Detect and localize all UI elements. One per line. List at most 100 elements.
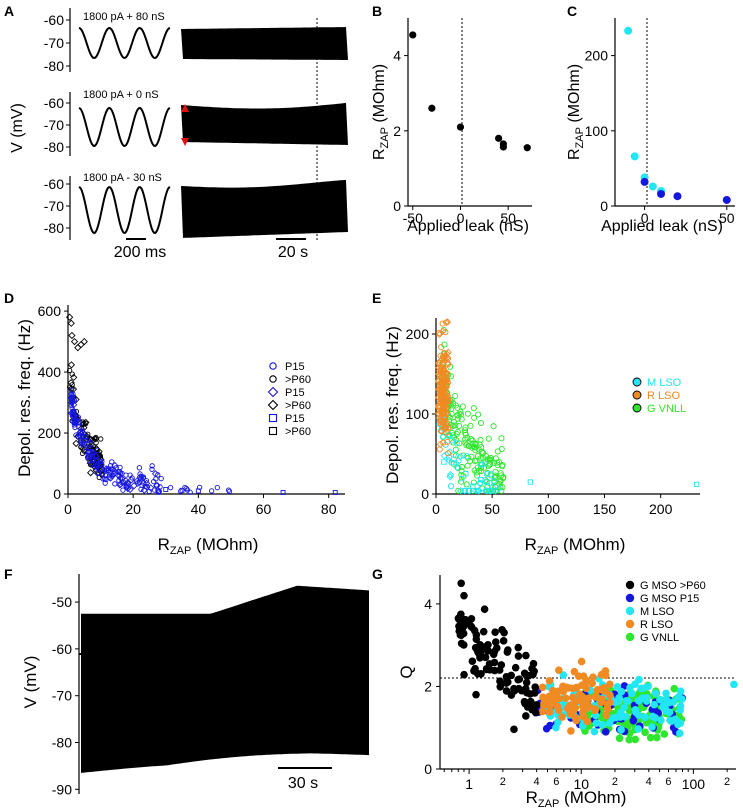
g-point (625, 735, 633, 744)
d-point-circle (112, 481, 118, 487)
d-point-circle (93, 439, 99, 446)
e-point-diamond (441, 352, 449, 360)
c-point (640, 177, 649, 186)
g-point (542, 724, 551, 733)
e-point-diamond (439, 413, 448, 421)
g-point (562, 683, 570, 691)
g-point (589, 673, 597, 682)
red-amplitude-arrow (181, 104, 189, 146)
e-point-circle (467, 422, 474, 429)
d-scatter-points (65, 313, 338, 495)
d-legend-marker (268, 426, 278, 436)
e-point-circle (487, 470, 494, 477)
g-point (472, 690, 480, 699)
g-point (562, 694, 570, 703)
d-point-diamond (106, 474, 115, 482)
d-legend-marker (267, 399, 279, 411)
f-scale: 30 s (288, 775, 318, 792)
d-point-circle (88, 441, 95, 447)
g-scatter-points (454, 579, 738, 744)
g-point (591, 693, 600, 701)
f-y-tick-label-1: -60 (52, 641, 72, 657)
e-point-circle (477, 464, 485, 471)
g-point (529, 659, 538, 668)
c-point (624, 26, 633, 35)
b-y-tick-label-2: 4 (393, 48, 401, 64)
e-point-circle (477, 436, 484, 443)
g-point (584, 694, 593, 703)
b-x-tick-label-2: 50 (500, 210, 516, 226)
e-point-circle (490, 423, 497, 430)
g-point (480, 605, 489, 613)
e-point-circle (461, 436, 468, 443)
d-legend-label: >P60 (285, 400, 311, 412)
d-point-circle (88, 461, 95, 467)
g-point (578, 722, 587, 730)
e-point-circle (460, 452, 467, 459)
d-point-circle (87, 449, 93, 455)
e-point-diamond (435, 370, 443, 378)
e-x-tick-label-0: 0 (432, 501, 440, 517)
d-point-diamond (67, 361, 76, 369)
g-point (514, 643, 523, 652)
g-x-major-tick-label-2: 100 (682, 776, 706, 792)
e-point-circle (470, 479, 477, 486)
d-point-circle (158, 476, 164, 482)
g-point (605, 719, 614, 727)
e-point-circle (444, 450, 452, 457)
e-point-circle (440, 365, 447, 372)
e-point-square (441, 459, 447, 465)
d-point-diamond (72, 439, 80, 448)
d-point-circle (68, 387, 74, 393)
e-point-circle (468, 444, 475, 451)
e-point-circle (464, 454, 472, 461)
d-point-circle (72, 417, 79, 423)
g-point (629, 716, 638, 725)
d-y-tick-label-2: 400 (38, 364, 62, 380)
d-point-circle (123, 472, 129, 478)
g-point (650, 700, 659, 709)
g-point (479, 627, 488, 636)
d-point-diamond (92, 444, 101, 453)
g-point (671, 715, 679, 724)
panel-a: A V (mV) -60 -70 -80 1800 pA + 80 nS -60… (4, 3, 348, 261)
e-point-circle (454, 412, 461, 419)
d-point-diamond (136, 473, 144, 481)
d-legend-label: >P60 (285, 374, 311, 386)
c-point (657, 189, 666, 198)
g-point (491, 638, 500, 646)
g-point (577, 657, 586, 666)
d-point-circle (100, 476, 106, 482)
e-point-circle (441, 349, 448, 357)
d-point-diamond (80, 337, 88, 346)
d-point-diamond (87, 469, 95, 477)
a-scale-right: 20 s (278, 244, 308, 261)
d-legend-label: >P60 (285, 426, 311, 438)
g-point (496, 682, 505, 691)
b-xlabel: Applied leak (nS) (407, 218, 529, 235)
g-point (670, 684, 679, 693)
b-point (456, 123, 465, 131)
d-point-circle (66, 367, 73, 374)
d-point-circle (184, 487, 191, 493)
e-point-circle (450, 418, 458, 425)
e-point-circle (486, 456, 493, 463)
g-x-minor-label: 4 (646, 776, 652, 788)
c-point (630, 152, 639, 161)
e-point-circle (497, 470, 504, 477)
e-point-diamond (442, 369, 451, 377)
e-point-circle (436, 364, 443, 371)
g-x-minor-label: 2 (500, 776, 506, 788)
a3-long-trace (181, 179, 348, 238)
e-legend-label: M LSO (647, 377, 682, 389)
e-legend-marker (632, 390, 642, 400)
e-point-circle (455, 487, 462, 494)
g-point (567, 704, 576, 713)
g-point (515, 675, 524, 684)
d-legend-marker (267, 386, 279, 398)
d-point-circle (209, 488, 215, 494)
e-point-circle (435, 360, 442, 367)
d-point-circle (136, 465, 143, 471)
